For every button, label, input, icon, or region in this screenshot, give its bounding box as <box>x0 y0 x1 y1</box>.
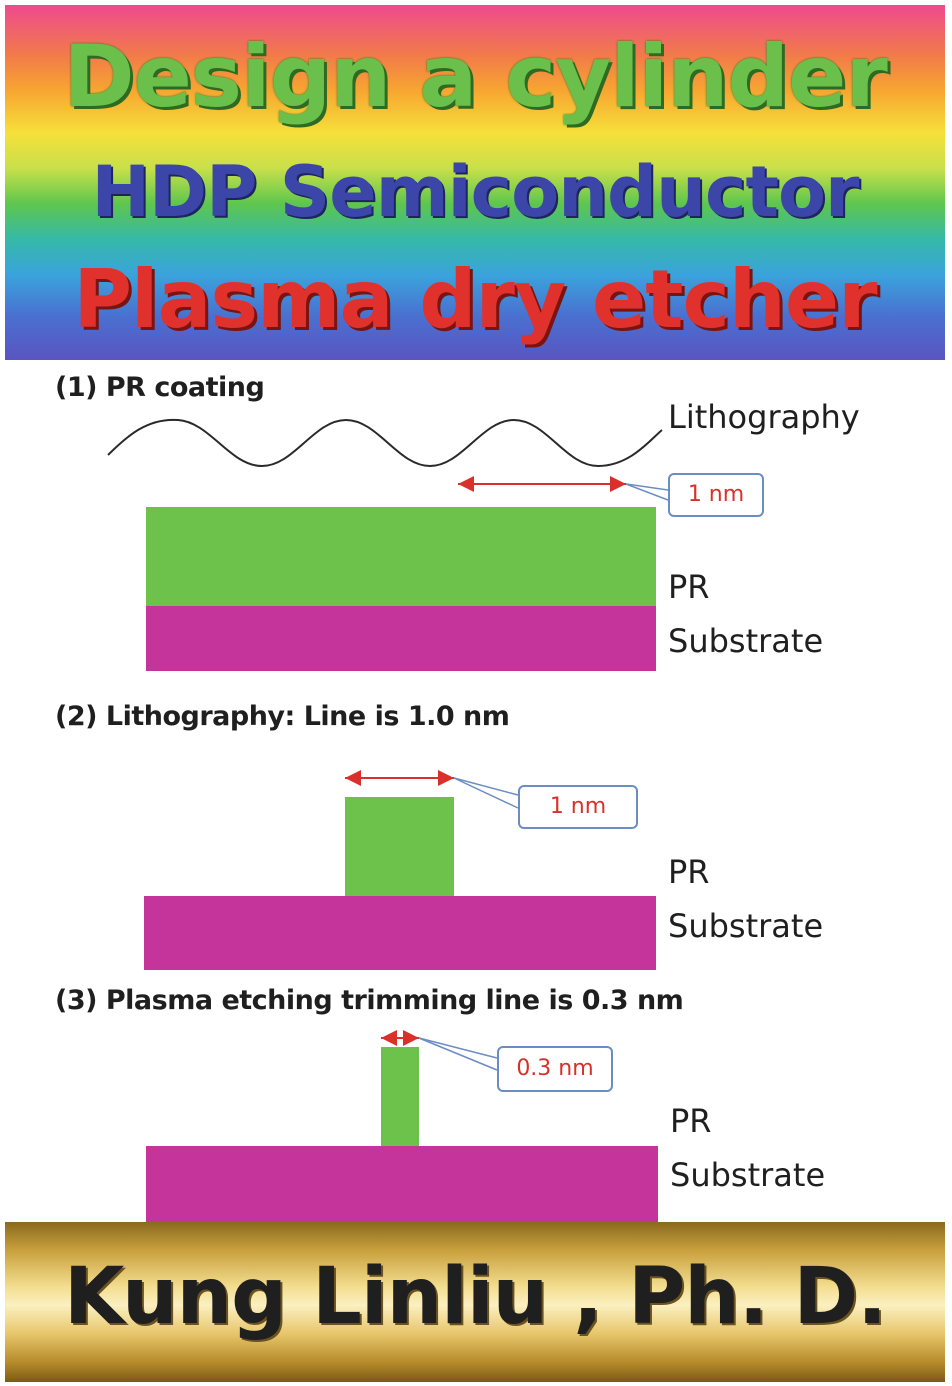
step2-callout-leader <box>453 777 519 796</box>
step1-pr-label: PR <box>668 568 710 606</box>
step2-substrate-label: Substrate <box>668 907 824 945</box>
step1-dimension-callout: 1 nm <box>668 473 764 517</box>
title-line-2: HDP Semiconductor <box>91 151 859 233</box>
step3-pr-label: PR <box>670 1102 712 1140</box>
step1-pr-layer <box>146 507 656 606</box>
step3-heading: (3) Plasma etching trimming line is 0.3 … <box>55 985 684 1016</box>
step2-substrate-layer <box>144 896 656 970</box>
step3-substrate-layer <box>146 1146 658 1222</box>
step1-substrate-layer <box>146 606 656 671</box>
step2-dimension-callout: 1 nm <box>518 785 638 829</box>
lithography-wave <box>107 418 663 468</box>
lithography-label: Lithography <box>668 398 860 436</box>
step1-heading: (1) PR coating <box>55 372 265 403</box>
step2-pr-line <box>345 797 454 896</box>
step3-callout-leader <box>418 1037 498 1059</box>
step3-dimension-callout: 0.3 nm <box>497 1046 613 1092</box>
author-name: Kung Linliu , Ph. D. <box>64 1252 887 1342</box>
step2-pr-label: PR <box>668 853 710 891</box>
author-band: Kung Linliu , Ph. D. <box>5 1222 945 1382</box>
step2-heading: (2) Lithography: Line is 1.0 nm <box>55 701 510 732</box>
step1-callout-leader <box>625 483 669 491</box>
title-line-3: Plasma dry etcher <box>73 253 877 346</box>
step1-substrate-label: Substrate <box>668 622 824 660</box>
title-band: Design a cylinder HDP Semiconductor Plas… <box>5 5 945 360</box>
title-line-1: Design a cylinder <box>63 27 888 127</box>
step3-pr-line <box>381 1047 419 1146</box>
step3-substrate-label: Substrate <box>670 1156 826 1194</box>
